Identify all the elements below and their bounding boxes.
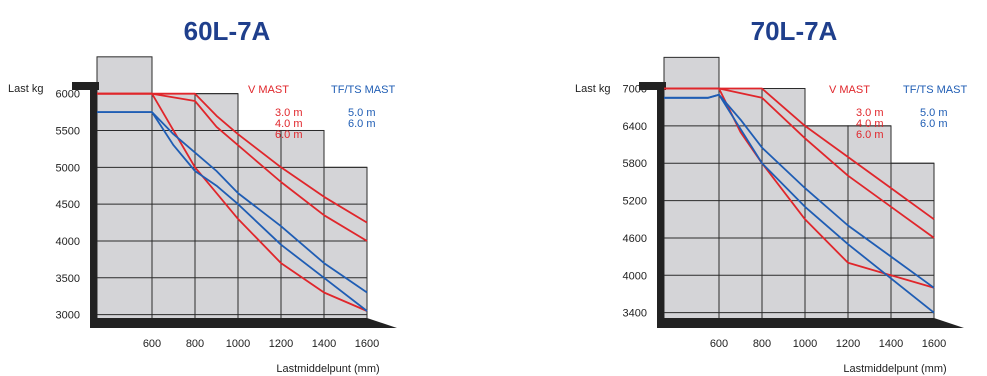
series-line <box>97 92 368 224</box>
y-tick-label: 3000 <box>56 310 80 322</box>
legend-tfts-mast-title: TF/TS MAST <box>903 84 967 96</box>
series-line <box>664 93 935 314</box>
grid-column <box>761 87 806 323</box>
x-tick-label: 1000 <box>793 338 817 350</box>
legend-tfts-mast-item: 5.0 m <box>348 107 376 119</box>
y-tick-label: 6000 <box>56 89 80 101</box>
x-axis-label: Lastmiddelpunt (mm) <box>843 363 946 375</box>
y-tick-label: 5800 <box>623 158 647 170</box>
legend-tfts-mast-item: 5.0 m <box>920 107 948 119</box>
x-tick-label: 800 <box>753 338 771 350</box>
legend-v-mast-item: 6.0 m <box>275 129 303 141</box>
y-tick-label: 5000 <box>56 162 80 174</box>
legend-v-mast-title: V MAST <box>829 84 870 96</box>
y-tick-label: 3400 <box>623 308 647 320</box>
x-tick-label: 1000 <box>226 338 250 350</box>
legend-tfts-mast-item: 6.0 m <box>348 118 376 130</box>
x-tick-label: 600 <box>143 338 161 350</box>
y-tick-label: 5200 <box>623 196 647 208</box>
legend-v-mast-item: 3.0 m <box>856 107 884 119</box>
legend-v-mast-item: 3.0 m <box>275 107 303 119</box>
x-tick-label: 1200 <box>836 338 860 350</box>
y-tick-label: 5500 <box>56 125 80 137</box>
y-axis-label: Last kg <box>8 83 43 95</box>
grid-column <box>718 87 763 323</box>
y-tick-label: 4500 <box>56 199 80 211</box>
grid-column <box>890 162 935 323</box>
legend-tfts-mast-item: 6.0 m <box>920 118 948 130</box>
grid-column <box>151 93 196 323</box>
y-tick-label: 4000 <box>623 270 647 282</box>
legend-tfts-mast-title: TF/TS MAST <box>331 84 395 96</box>
series-line <box>97 111 368 294</box>
x-axis-label: Lastmiddelpunt (mm) <box>276 363 379 375</box>
y-axis-label: Last kg <box>575 83 610 95</box>
y-tick-label: 4600 <box>623 233 647 245</box>
series-line <box>97 92 368 242</box>
x-tick-label: 1600 <box>355 338 379 350</box>
x-tick-label: 1200 <box>269 338 293 350</box>
legend-v-mast-item: 4.0 m <box>275 118 303 130</box>
series-line <box>97 92 368 312</box>
chart-title: 70L-7A <box>751 16 838 46</box>
grid-column <box>847 125 892 323</box>
grid-column <box>280 129 325 323</box>
grid-column <box>804 125 849 323</box>
x-tick-label: 1600 <box>922 338 946 350</box>
y-tick-label: 4000 <box>56 236 80 248</box>
x-tick-label: 1400 <box>879 338 903 350</box>
x-tick-label: 800 <box>186 338 204 350</box>
grid-column <box>194 93 239 323</box>
grid-column <box>323 166 368 323</box>
x-tick-label: 600 <box>710 338 728 350</box>
legend-v-mast-item: 6.0 m <box>856 129 884 141</box>
x-tick-label: 1400 <box>312 338 336 350</box>
legend-v-mast-title: V MAST <box>248 84 289 96</box>
legend-v-mast-item: 4 0 m <box>856 118 884 130</box>
y-tick-label: 7000 <box>623 83 647 95</box>
y-tick-label: 3500 <box>56 273 80 285</box>
chart-60l-7a: 60L-7A Last kg 3000 3500 4000 4500 5000 5500 600… <box>8 16 397 375</box>
chart-title: 60L-7A <box>184 16 271 46</box>
grid-column <box>96 56 153 323</box>
chart-70l-7a: 70L-7A Last kg 3400 4000 4600 5200 5800 6400 700… <box>575 16 967 375</box>
y-tick-label: 6400 <box>623 121 647 133</box>
series-line <box>97 111 368 312</box>
